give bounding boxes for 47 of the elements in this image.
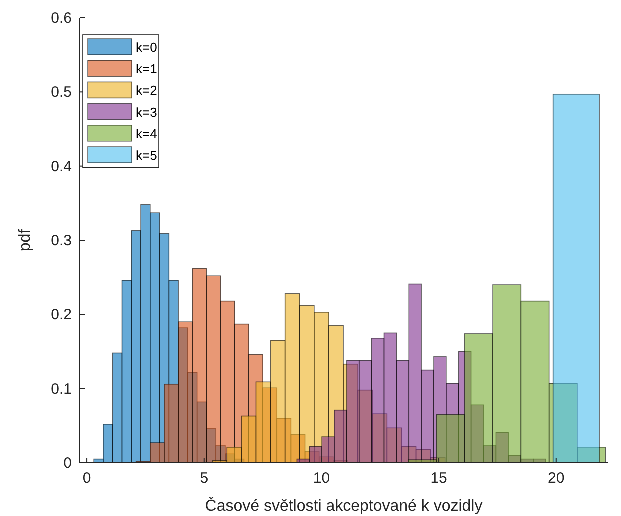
legend-label: k=0: [136, 40, 158, 55]
x-tick-label: 5: [200, 470, 209, 487]
bar: [270, 340, 286, 464]
y-tick-label: 0.1: [51, 380, 72, 398]
x-tick-label: 0: [82, 470, 92, 487]
legend-label: k=3: [136, 104, 158, 120]
bar: [112, 352, 123, 464]
bar: [464, 334, 494, 464]
bar: [192, 268, 208, 464]
y-tick-label: 0: [64, 455, 72, 472]
bar: [150, 442, 165, 464]
y-tick-label: 0.6: [51, 10, 72, 27]
bar: [256, 382, 272, 464]
bar: [322, 436, 335, 464]
y-tick-label: 0.5: [51, 84, 72, 102]
y-tick-label: 0.3: [51, 232, 72, 250]
y-tick-label: 0.2: [51, 306, 72, 324]
bar: [131, 230, 142, 464]
bar: [309, 446, 322, 464]
bar: [206, 276, 222, 464]
bar: [103, 424, 114, 464]
bar: [334, 410, 348, 464]
x-axis-title: Časové světlosti akceptované k vozidly: [205, 497, 483, 515]
bar: [178, 322, 194, 464]
bar: [371, 338, 385, 464]
bar: [220, 300, 236, 464]
bar: [384, 332, 398, 464]
legend-label: k=2: [136, 83, 158, 98]
bar: [164, 384, 179, 464]
bar: [140, 204, 151, 464]
bar: [520, 300, 550, 464]
bar: [396, 360, 410, 464]
y-tick-label: 0.4: [51, 158, 72, 176]
bar: [226, 447, 242, 464]
bar: [346, 360, 360, 464]
bar: [358, 360, 372, 464]
y-axis-title: pdf: [17, 228, 34, 252]
x-tick-label: 10: [313, 470, 330, 487]
bar: [241, 416, 257, 464]
bar: [436, 414, 466, 464]
legend-label: k=5: [136, 148, 158, 163]
bar: [284, 294, 300, 464]
legend-label: k=4: [136, 126, 158, 142]
legend-label: k=1: [136, 62, 158, 77]
bar: [492, 284, 522, 464]
x-tick-label: 20: [548, 470, 565, 487]
x-tick-label: 15: [430, 470, 448, 487]
